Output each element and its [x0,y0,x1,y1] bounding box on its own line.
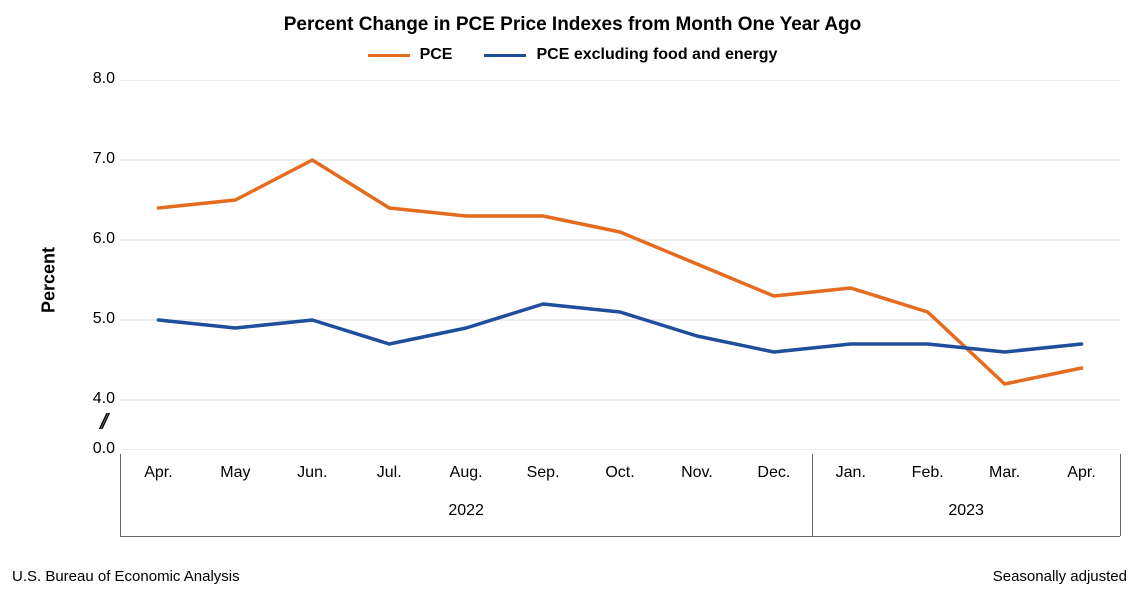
x-tick-label: Nov. [681,464,713,482]
x-tick-label: Oct. [605,464,634,482]
x-tick-label: Sep. [527,464,560,482]
year-baseline [120,536,812,537]
year-separator [120,454,121,536]
y-tick-label: 8.0 [55,70,115,88]
x-tick-label: May [220,464,250,482]
note-text: Seasonally adjusted [993,568,1127,585]
year-label: 2023 [948,502,984,520]
x-tick-label: Dec. [757,464,790,482]
x-tick-label: Apr. [144,464,172,482]
chart-legend: PCE PCE excluding food and energy [0,44,1145,64]
x-tick-label: Apr. [1067,464,1095,482]
year-separator [1120,454,1121,536]
legend-item: PCE excluding food and energy [484,46,777,64]
legend-item: PCE [368,46,453,64]
legend-swatch [368,54,410,58]
legend-swatch [484,54,526,58]
year-separator [812,454,813,536]
source-text: U.S. Bureau of Economic Analysis [12,568,240,585]
legend-label: PCE [420,46,453,64]
chart-container: Percent Change in PCE Price Indexes from… [0,0,1145,595]
year-baseline [812,536,1120,537]
x-tick-label: Feb. [912,464,944,482]
chart-title: Percent Change in PCE Price Indexes from… [0,14,1145,36]
x-tick-label: Jan. [836,464,866,482]
line-series [158,160,1081,384]
series-line [158,160,1081,384]
y-axis-label: Percent [39,247,60,313]
y-tick-label: 6.0 [55,230,115,248]
y-tick-label: 5.0 [55,310,115,328]
gridlines [120,80,1120,450]
y-tick-label: 4.0 [55,390,115,408]
x-tick-label: Jun. [297,464,327,482]
plot-area [120,80,1120,450]
legend-label: PCE excluding food and energy [536,46,777,64]
year-label: 2022 [448,502,484,520]
x-tick-label: Jul. [377,464,402,482]
x-axis: Apr. May Jun. Jul. Aug. Sep. Oct. Nov. Dec. Jan. F… [120,450,1120,560]
axis-break-icon: // [100,417,104,427]
x-tick-label: Aug. [450,464,483,482]
y-tick-label: 0.0 [55,440,115,458]
x-tick-label: Mar. [989,464,1020,482]
y-tick-label: 7.0 [55,150,115,168]
